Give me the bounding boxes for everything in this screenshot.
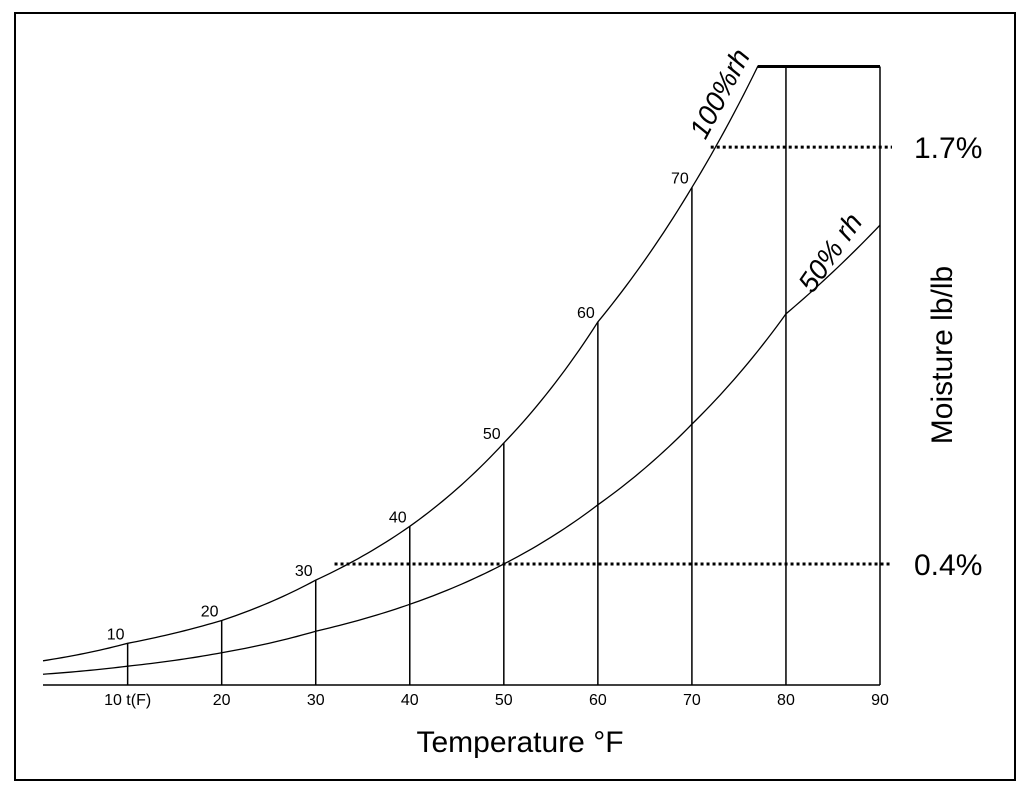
x-tick-label-30: 30 — [307, 692, 325, 709]
chart-frame — [14, 12, 1016, 781]
x-tick-label-60: 60 — [589, 692, 607, 709]
x-tick-labels: 10 t(F) 20 30 40 50 60 70 80 90 — [104, 692, 889, 709]
point-label-10: 10 — [107, 626, 125, 643]
series-label-50rh: 50% rh — [792, 207, 868, 297]
x-tick-label-10: 10 t(F) — [104, 692, 151, 709]
reference-label-1-7: 1.7% — [914, 132, 982, 165]
curves — [42, 64, 881, 675]
x-tick-label-40: 40 — [401, 692, 419, 709]
x-tick-label-90: 90 — [871, 692, 889, 709]
point-label-30: 30 — [295, 563, 313, 580]
curve-50rh — [42, 224, 881, 675]
point-label-40: 40 — [389, 509, 407, 526]
x-tick-label-20: 20 — [213, 692, 231, 709]
x-tick-label-50: 50 — [495, 692, 513, 709]
point-label-50: 50 — [483, 426, 501, 443]
point-label-20: 20 — [201, 603, 219, 620]
x-tick-label-80: 80 — [777, 692, 795, 709]
reference-lines — [334, 145, 892, 566]
x-tick-label-70: 70 — [683, 692, 701, 709]
vertical-guide-lines — [126, 66, 881, 685]
x-axis-label: Temperature °F — [416, 726, 623, 759]
y-axis-label: Moisture lb/lb — [926, 266, 959, 444]
point-label-70: 70 — [671, 170, 689, 187]
reference-label-0-4: 0.4% — [914, 549, 982, 582]
curve-100rh — [42, 65, 880, 662]
curve-point-labels: 10 20 30 40 50 60 70 — [107, 170, 689, 643]
series-label-100rh: 100%rh — [683, 44, 756, 144]
point-label-60: 60 — [577, 305, 595, 322]
